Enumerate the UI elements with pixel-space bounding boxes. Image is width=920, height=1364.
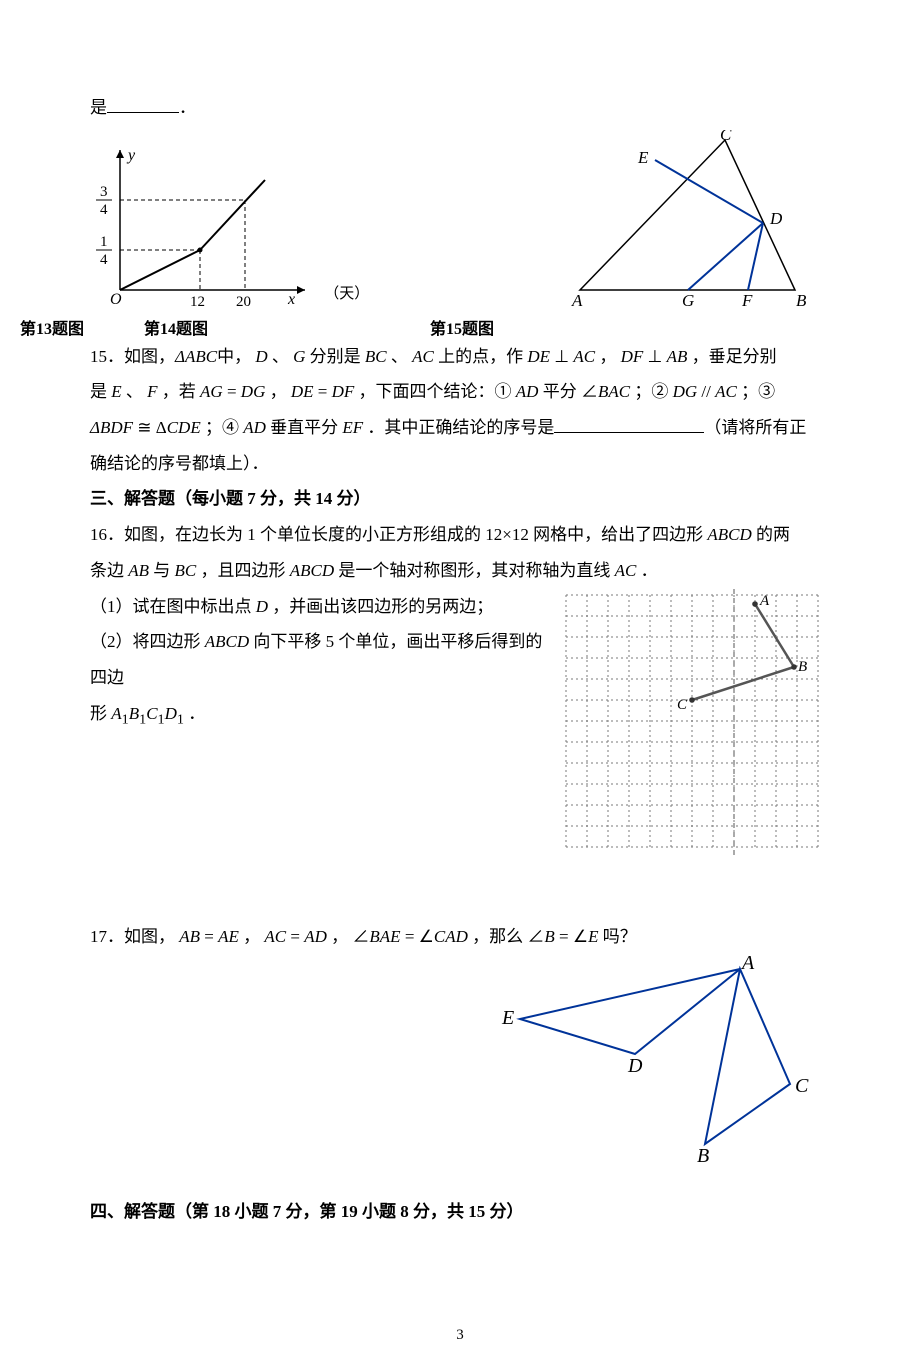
svg-text:A: A xyxy=(571,291,583,310)
top-blank xyxy=(107,95,179,113)
q16-line1: 16．如图，在边长为 1 个单位长度的小正方形组成的 12×12 网格中，给出了… xyxy=(90,517,830,553)
q16-line2: 条边 AB 与 BC ，且四边形 ABCD 是一个轴对称图形，其对称轴为直线 A… xyxy=(90,553,830,589)
page-number: 3 xyxy=(456,1327,464,1344)
q15-line1: 15．如图，ΔABC中， D 、 G 分别是 BC 、 AC 上的点，作 DE … xyxy=(90,339,830,375)
svg-text:B: B xyxy=(697,1145,709,1167)
fig15-triangle: C E D A B G F xyxy=(570,130,810,310)
svg-text:3: 3 xyxy=(100,184,108,200)
q17-line1: 17．如图， AB = AE ， AC = AD ， ∠BAE = ∠CAD ，… xyxy=(90,919,830,955)
svg-text:C: C xyxy=(795,1075,809,1097)
svg-text:B: B xyxy=(796,291,807,310)
q15-line3: ΔBDF ≅ ΔCDE ；④ AD 垂直平分 EF ．其中正确结论的序号是（请将… xyxy=(90,410,830,446)
svg-text:F: F xyxy=(741,291,753,310)
q15-line2: 是 E 、 F ，若 AG = DG ， DE = DF ，下面四个结论：① A… xyxy=(90,374,830,410)
svg-text:E: E xyxy=(637,148,649,167)
q15-blank xyxy=(554,415,704,433)
svg-text:4: 4 xyxy=(100,202,108,218)
xaxis-unit: （天） xyxy=(324,286,369,302)
fig14-label: 第14题图 xyxy=(144,315,208,339)
fig17-figure: A E D C B xyxy=(490,954,830,1174)
section4-title: 四、解答题（第 18 小题 7 分，第 19 小题 8 分，共 15 分） xyxy=(90,1194,830,1230)
fig15-label: 第15题图 xyxy=(430,321,494,338)
svg-text:D: D xyxy=(769,209,783,228)
top-trailing: 是 xyxy=(90,98,107,117)
q16-grid-figure: A B C xyxy=(560,589,830,859)
fig13-label: 第13题图 xyxy=(20,315,84,339)
svg-text:12: 12 xyxy=(190,294,205,310)
section3-title: 三、解答题（每小题 7 分，共 14 分） xyxy=(90,481,830,517)
svg-text:20: 20 xyxy=(236,294,251,310)
svg-text:A: A xyxy=(759,593,770,609)
svg-text:C: C xyxy=(720,130,732,144)
figures-row: 3 4 1 4 O 12 20 y x （天） 第13题图 第14题图 xyxy=(90,130,830,339)
svg-text:B: B xyxy=(798,659,807,675)
svg-text:D: D xyxy=(627,1055,643,1077)
svg-text:y: y xyxy=(126,147,136,164)
svg-text:O: O xyxy=(110,291,122,308)
svg-text:x: x xyxy=(287,291,295,308)
svg-text:1: 1 xyxy=(100,234,108,250)
svg-text:A: A xyxy=(740,954,755,974)
top-period: ． xyxy=(179,98,196,117)
svg-text:G: G xyxy=(682,291,694,310)
svg-text:C: C xyxy=(677,697,688,713)
svg-text:4: 4 xyxy=(100,252,108,268)
svg-text:E: E xyxy=(501,1007,514,1029)
q15-line4: 确结论的序号都填上）． xyxy=(90,446,830,482)
fig13-graph: 3 4 1 4 O 12 20 y x xyxy=(90,140,320,310)
